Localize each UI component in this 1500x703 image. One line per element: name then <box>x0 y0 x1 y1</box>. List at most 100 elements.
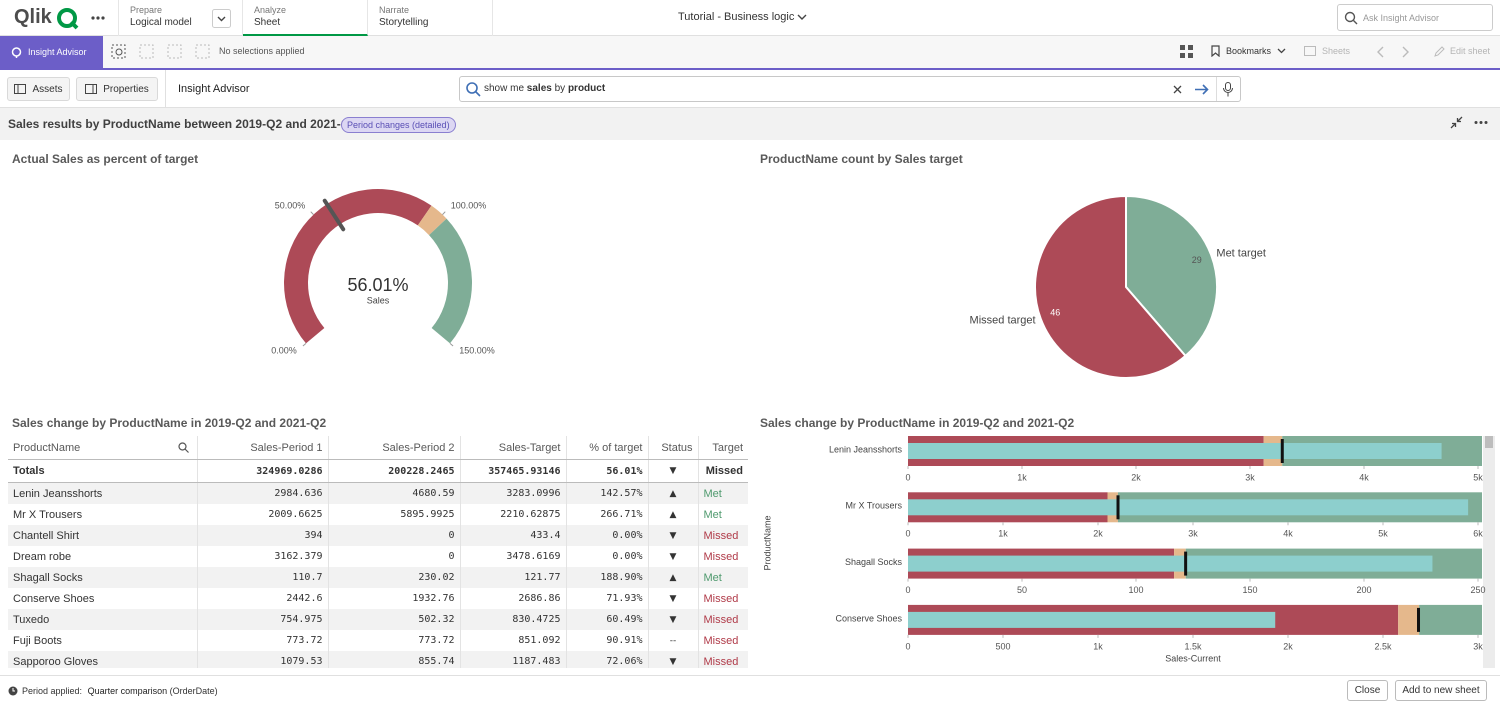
table-cell: Missed <box>698 651 748 668</box>
target-marker <box>1417 608 1420 632</box>
table-cell: 1932.76 <box>328 588 460 609</box>
column-header: ProductName <box>8 436 197 460</box>
target-marker <box>1281 439 1284 463</box>
x-tick-label: 1.5k <box>1184 641 1202 651</box>
x-tick-label: 3k <box>1245 472 1255 482</box>
button-label: Add to new sheet <box>1402 685 1479 696</box>
table-cell: Met <box>698 483 748 505</box>
chart-title: Sales change by ProductName in 2019-Q2 a… <box>760 416 1074 430</box>
table-row: Sapporoo Gloves1079.53855.741187.48372.0… <box>8 651 748 668</box>
add-sheet-button[interactable]: Add to new sheet <box>1395 680 1487 701</box>
x-tick-label: 4k <box>1359 472 1369 482</box>
table-cell: ▼ <box>648 588 698 609</box>
x-tick-label: 500 <box>995 641 1010 651</box>
table-cell: 1079.53 <box>197 651 328 668</box>
pie-value-label: 46 <box>1050 308 1060 318</box>
pie-value-label: 29 <box>1192 255 1202 265</box>
gauge-tick <box>450 343 453 346</box>
table-cell: 0.00% <box>566 546 648 567</box>
table-cell: Conserve Shoes <box>8 588 197 609</box>
table-row: Mr X Trousers2009.66255895.99252210.6287… <box>8 504 748 525</box>
x-tick-label: 4k <box>1283 529 1293 539</box>
table-cell: 0.00% <box>566 525 648 546</box>
x-tick-label: 100 <box>1128 585 1143 595</box>
scrollbar-track <box>1483 436 1495 668</box>
gauge-tick <box>311 212 314 215</box>
gauge-label: Sales <box>367 295 390 305</box>
table-cell: ▲ <box>648 483 698 505</box>
category-label: Mr X Trousers <box>845 501 902 511</box>
gauge-band <box>284 189 431 343</box>
measure-bar <box>908 556 1432 572</box>
column-header: Sales-Period 1 <box>197 436 328 460</box>
table-cell: 2210.62875 <box>460 504 566 525</box>
table-cell: 2686.86 <box>460 588 566 609</box>
table-cell: Shagall Socks <box>8 567 197 588</box>
x-tick-label: 3k <box>1188 529 1198 539</box>
table-cell: Met <box>698 567 748 588</box>
table-row: Chantell Shirt3940433.40.00%▼Missed <box>8 525 748 546</box>
table-cell: Missed <box>698 525 748 546</box>
gauge-tick-label: 0.00% <box>271 346 297 356</box>
x-tick-label: 250 <box>1470 585 1485 595</box>
table-cell: 3283.0996 <box>460 483 566 505</box>
period-label: Period applied: <box>22 686 82 696</box>
x-tick-label: 0 <box>905 641 910 651</box>
table-cell: Missed <box>698 630 748 651</box>
table-cell: 2442.6 <box>197 588 328 609</box>
column-header: Sales-Target <box>460 436 566 460</box>
gauge-tick-label: 100.00% <box>451 200 487 210</box>
x-tick-label: 1k <box>1093 641 1103 651</box>
table-cell: Mr X Trousers <box>8 504 197 525</box>
target-marker <box>1117 495 1120 519</box>
x-axis-label: Sales-Current <box>1165 653 1221 663</box>
table-row: Dream robe3162.37903478.61690.00%▼Missed <box>8 546 748 567</box>
table-cell: Dream robe <box>8 546 197 567</box>
table-container: ProductNameSales-Period 1Sales-Period 2S… <box>8 436 748 668</box>
column-header: Status <box>648 436 698 460</box>
gauge-tick <box>303 343 306 346</box>
table-row: Tuxedo754.975502.32830.472560.49%▼Missed <box>8 609 748 630</box>
table-cell: 0 <box>328 525 460 546</box>
gauge-tick-label: 50.00% <box>275 200 306 210</box>
pie-category-label: Missed target <box>970 315 1036 327</box>
table-cell: 3162.379 <box>197 546 328 567</box>
gauge-tick-label: 150.00% <box>459 346 495 356</box>
gauge-tick <box>443 212 446 215</box>
column-header: Sales-Period 2 <box>328 436 460 460</box>
x-tick-label: 5k <box>1473 472 1483 482</box>
x-tick-label: 1k <box>998 529 1008 539</box>
x-tick-label: 150 <box>1242 585 1257 595</box>
close-button[interactable]: Close <box>1347 680 1388 701</box>
table-cell: 266.71% <box>566 504 648 525</box>
measure-bar <box>908 612 1275 628</box>
category-label: Conserve Shoes <box>835 613 902 623</box>
data-table: ProductNameSales-Period 1Sales-Period 2S… <box>8 436 748 668</box>
table-cell: 851.092 <box>460 630 566 651</box>
pie-category-label: Met target <box>1216 247 1266 259</box>
table-body: Totals324969.0286200228.2465357465.93146… <box>8 460 748 669</box>
x-tick-label: 5k <box>1378 529 1388 539</box>
column-search[interactable] <box>178 442 189 453</box>
x-tick-label: 6k <box>1473 529 1483 539</box>
table-cell: 71.93% <box>566 588 648 609</box>
x-tick-label: 3k <box>1473 641 1483 651</box>
x-tick-label: 2k <box>1131 472 1141 482</box>
measure-bar <box>908 499 1468 515</box>
table-cell: 188.90% <box>566 567 648 588</box>
scrollbar-thumb[interactable] <box>1485 436 1493 448</box>
table-cell: ▼ <box>648 609 698 630</box>
table-row: Shagall Socks110.7230.02121.77188.90%▲Me… <box>8 567 748 588</box>
totals-cell: ▼ <box>648 460 698 483</box>
table-cell: 773.72 <box>197 630 328 651</box>
header-row: ProductNameSales-Period 1Sales-Period 2S… <box>8 436 748 460</box>
table-cell: Fuji Boots <box>8 630 197 651</box>
table-cell: Missed <box>698 609 748 630</box>
range-band <box>1398 605 1419 635</box>
table-cell: Lenin Jeansshorts <box>8 483 197 505</box>
table-cell: 1187.483 <box>460 651 566 668</box>
totals-cell: 56.01% <box>566 460 648 483</box>
gauge-band <box>429 219 472 344</box>
range-band <box>1419 605 1482 635</box>
